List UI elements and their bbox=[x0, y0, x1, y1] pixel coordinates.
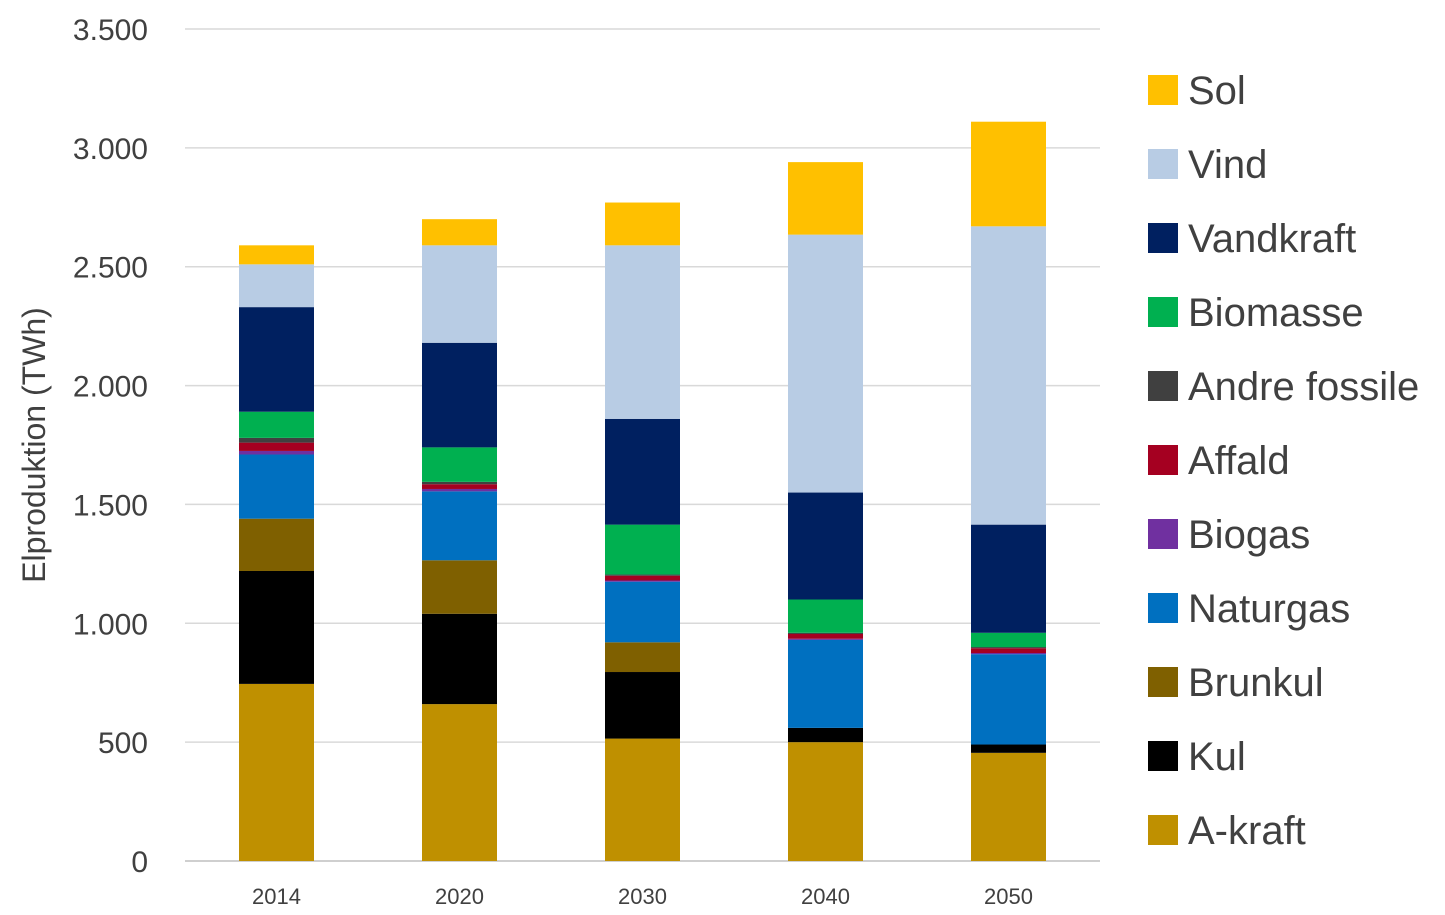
legend-label: Andre fossile bbox=[1188, 365, 1419, 409]
bar-segment-affald-2050 bbox=[971, 648, 1046, 653]
legend-swatch bbox=[1148, 75, 1178, 105]
bar-segment-kul-2040 bbox=[788, 727, 863, 743]
legend: Sol Vind Vandkraft Biomasse Andre fossile Aff… bbox=[1148, 69, 1419, 853]
bar-segment-naturgas-2040 bbox=[788, 639, 863, 728]
bar-segment-naturgas-2014 bbox=[239, 454, 314, 519]
legend-swatch bbox=[1148, 519, 1178, 549]
legend-label: Sol bbox=[1188, 69, 1246, 113]
bar-segment-affald-2040 bbox=[788, 633, 863, 639]
bar-segment-kul-2020 bbox=[422, 613, 497, 705]
bar-segment-kul-2030 bbox=[605, 672, 680, 739]
legend-swatch bbox=[1148, 149, 1178, 179]
legend-label: Biomasse bbox=[1188, 291, 1364, 335]
legend-label: Brunkul bbox=[1188, 661, 1324, 705]
bar-segment-vandkraft-2050 bbox=[971, 524, 1046, 633]
y-tick-label: 0 bbox=[131, 846, 148, 879]
bar-segment-biogas-2020 bbox=[422, 488, 497, 492]
x-tick-label: 2014 bbox=[252, 884, 301, 909]
y-tick-label: 500 bbox=[98, 727, 148, 760]
x-tick-label: 2040 bbox=[801, 884, 850, 909]
x-tick-label: 2050 bbox=[984, 884, 1033, 909]
bar-segment-andre-fossile-2040 bbox=[788, 632, 863, 634]
bar-segment-sol-2040 bbox=[788, 162, 863, 235]
legend-swatch bbox=[1148, 371, 1178, 401]
bar-segment-sol-2030 bbox=[605, 202, 680, 246]
bar-segment-affald-2020 bbox=[422, 484, 497, 489]
legend-swatch bbox=[1148, 815, 1178, 845]
legend-label: Naturgas bbox=[1188, 587, 1350, 631]
bar-segment-biomasse-2030 bbox=[605, 524, 680, 575]
bar-segment-vandkraft-2040 bbox=[788, 492, 863, 600]
bar-segment-affald-2030 bbox=[605, 575, 680, 581]
bar-segment-naturgas-2050 bbox=[971, 654, 1046, 745]
bar-segment-a-kraft-2050 bbox=[971, 752, 1046, 861]
y-tick-label: 1.000 bbox=[73, 608, 148, 641]
x-tick-label: 2020 bbox=[435, 884, 484, 909]
bar-segment-biomasse-2014 bbox=[239, 411, 314, 438]
legend-swatch bbox=[1148, 667, 1178, 697]
bar-segment-biogas-2040 bbox=[788, 638, 863, 640]
bar-segment-andre-fossile-2030 bbox=[605, 574, 680, 576]
bar-segment-vind-2030 bbox=[605, 245, 680, 419]
y-tick-label: 2.500 bbox=[73, 252, 148, 285]
legend-label: Vind bbox=[1188, 143, 1267, 187]
bar-segment-andre-fossile-2050 bbox=[971, 647, 1046, 649]
bar-segment-sol-2014 bbox=[239, 245, 314, 265]
legend-label: Affald bbox=[1188, 439, 1290, 483]
bar-segment-kul-2014 bbox=[239, 570, 314, 684]
bar-segment-sol-2050 bbox=[971, 121, 1046, 227]
bar-segment-biomasse-2020 bbox=[422, 447, 497, 482]
bar-segment-biogas-2014 bbox=[239, 450, 314, 455]
bar-segment-a-kraft-2030 bbox=[605, 738, 680, 861]
legend-label: A-kraft bbox=[1188, 809, 1306, 853]
bar-segment-kul-2050 bbox=[971, 744, 1046, 753]
bar-segment-biomasse-2040 bbox=[788, 599, 863, 633]
y-tick-label: 2.000 bbox=[73, 371, 148, 404]
bar-segment-biogas-2050 bbox=[971, 653, 1046, 655]
bar-segment-a-kraft-2020 bbox=[422, 704, 497, 861]
legend-swatch bbox=[1148, 297, 1178, 327]
legend-swatch bbox=[1148, 593, 1178, 623]
legend-swatch bbox=[1148, 741, 1178, 771]
bar-segment-biomasse-2050 bbox=[971, 632, 1046, 648]
bar-segment-affald-2014 bbox=[239, 442, 314, 451]
y-tick-label: 3.000 bbox=[73, 133, 148, 166]
bar-segment-naturgas-2020 bbox=[422, 491, 497, 561]
bar-segment-andre-fossile-2014 bbox=[239, 437, 314, 443]
bar-segment-a-kraft-2014 bbox=[239, 683, 314, 861]
y-tick-label: 3.500 bbox=[73, 14, 148, 47]
bars bbox=[239, 121, 1046, 861]
legend-swatch bbox=[1148, 223, 1178, 253]
bar-segment-vandkraft-2020 bbox=[422, 342, 497, 448]
bar-segment-sol-2020 bbox=[422, 219, 497, 246]
bar-segment-andre-fossile-2020 bbox=[422, 481, 497, 485]
y-tick-label: 1.500 bbox=[73, 489, 148, 522]
y-axis-label: Elproduktion (TWh) bbox=[16, 307, 52, 583]
axes: 0 500 1.000 1.500 2.000 2.500 3.000 3.500 2014 20… bbox=[73, 14, 1033, 909]
legend-swatch bbox=[1148, 445, 1178, 475]
legend-label: Vandkraft bbox=[1188, 217, 1356, 261]
bar-segment-vind-2020 bbox=[422, 245, 497, 343]
bar-segment-biogas-2030 bbox=[605, 580, 680, 582]
bar-segment-naturgas-2030 bbox=[605, 581, 680, 643]
x-tick-label: 2030 bbox=[618, 884, 667, 909]
legend-label: Biogas bbox=[1188, 513, 1310, 557]
bar-segment-a-kraft-2040 bbox=[788, 742, 863, 861]
bar-segment-brunkul-2020 bbox=[422, 560, 497, 614]
bar-segment-vind-2050 bbox=[971, 226, 1046, 525]
bar-segment-brunkul-2030 bbox=[605, 642, 680, 673]
bar-segment-vandkraft-2030 bbox=[605, 418, 680, 525]
bar-segment-vind-2014 bbox=[239, 264, 314, 308]
bar-segment-vind-2040 bbox=[788, 234, 863, 493]
legend-label: Kul bbox=[1188, 735, 1246, 779]
bar-segment-brunkul-2014 bbox=[239, 518, 314, 571]
bar-segment-vandkraft-2014 bbox=[239, 307, 314, 412]
